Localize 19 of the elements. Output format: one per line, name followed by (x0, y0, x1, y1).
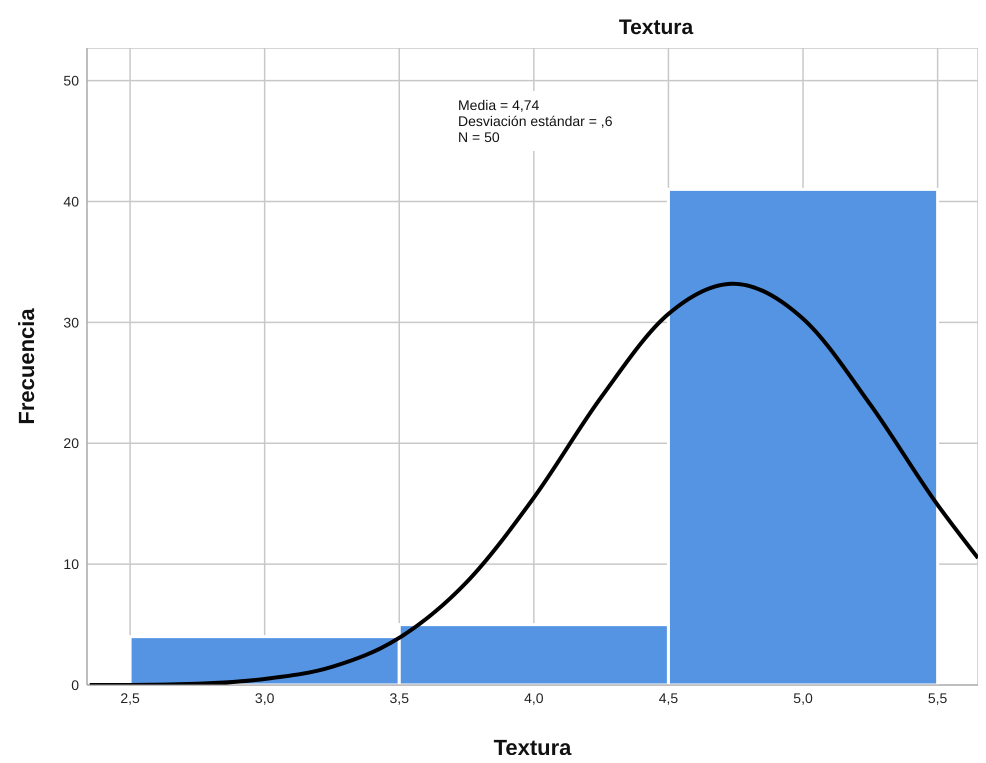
x-tick-label: 5,5 (928, 690, 948, 706)
chart-title: Textura (618, 15, 694, 41)
x-tick-label: 5,0 (793, 690, 813, 706)
x-axis-title: Textura (494, 735, 572, 760)
x-tick-label: 2,5 (120, 690, 140, 706)
y-tick-label: 50 (63, 72, 80, 89)
x-tick-label: 3,5 (390, 690, 410, 706)
y-tick-label: 40 (63, 193, 80, 210)
y-tick-label: 20 (63, 435, 80, 452)
y-axis-title: Frecuencia (14, 308, 39, 425)
x-tick-label: 4,0 (524, 690, 544, 706)
annotation: Desviación estándar = ,6 (458, 113, 612, 129)
y-tick-label: 0 (71, 676, 80, 693)
x-tick-label: 3,0 (254, 690, 275, 706)
x-tick-label: 4,5 (658, 690, 678, 706)
y-tick-label: 30 (63, 314, 80, 330)
annotation: Media = 4,74 (458, 97, 540, 113)
annotation: N = 50 (458, 129, 501, 145)
y-tick-label: 10 (63, 556, 80, 572)
